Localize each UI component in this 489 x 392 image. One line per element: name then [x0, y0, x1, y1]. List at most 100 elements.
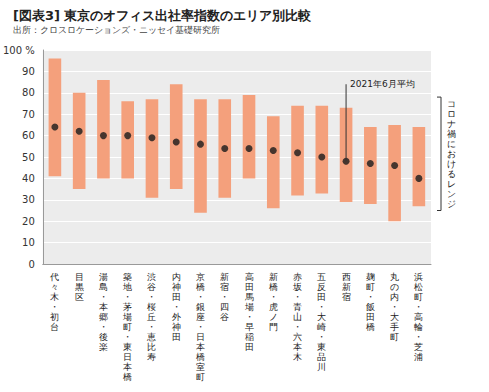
svg-text:恵: 恵	[146, 332, 156, 342]
svg-text:ロ: ロ	[447, 109, 456, 119]
svg-text:坂: 坂	[292, 282, 302, 292]
svg-text:谷: 谷	[220, 312, 229, 322]
svg-text:黒: 黒	[75, 282, 84, 292]
svg-text:手: 手	[390, 322, 399, 332]
svg-text:田: 田	[245, 342, 254, 352]
svg-text:・: ・	[196, 322, 205, 332]
svg-text:20: 20	[22, 216, 35, 227]
svg-text:神: 神	[172, 322, 181, 332]
svg-text:青: 青	[293, 302, 302, 312]
svg-text:30: 30	[22, 194, 35, 205]
svg-text:[図表3] 東京のオフィス出社率指数のエリア別比較: [図表3] 東京のオフィス出社率指数のエリア別比較	[13, 8, 312, 23]
svg-text:10: 10	[22, 237, 35, 248]
svg-text:東: 東	[317, 342, 326, 352]
svg-text:浜: 浜	[414, 272, 423, 282]
svg-text:神: 神	[172, 282, 181, 292]
svg-text:の: の	[390, 282, 399, 292]
svg-text:本: 本	[99, 302, 108, 312]
svg-text:西: 西	[342, 272, 351, 282]
svg-text:座: 座	[196, 312, 205, 322]
svg-text:60: 60	[22, 130, 35, 141]
svg-text:田: 田	[172, 292, 181, 302]
svg-text:本: 本	[123, 362, 132, 372]
svg-text:禍: 禍	[447, 129, 456, 139]
svg-text:日: 日	[196, 332, 205, 342]
svg-text:新: 新	[220, 272, 229, 282]
svg-text:場: 場	[122, 312, 132, 322]
svg-text:100 %: 100 %	[3, 45, 35, 56]
svg-text:町: 町	[366, 282, 375, 292]
svg-text:後: 後	[99, 332, 108, 342]
svg-text:渋: 渋	[147, 272, 156, 282]
svg-text:2021年6月平均: 2021年6月平均	[350, 79, 415, 89]
svg-text:反: 反	[317, 282, 326, 292]
svg-text:宿: 宿	[220, 282, 229, 292]
svg-text:虎: 虎	[269, 302, 278, 312]
svg-text:町: 町	[390, 332, 399, 342]
svg-text:・: ・	[147, 322, 156, 332]
svg-text:る: る	[447, 169, 456, 179]
svg-text:田: 田	[172, 332, 181, 342]
svg-text:丘: 丘	[147, 312, 156, 322]
svg-text:レ: レ	[447, 179, 456, 189]
svg-text:区: 区	[75, 292, 84, 302]
svg-text:ナ: ナ	[447, 119, 456, 129]
svg-text:・: ・	[269, 292, 278, 302]
svg-text:室: 室	[196, 362, 205, 372]
svg-text:築: 築	[123, 272, 132, 282]
svg-text:丸: 丸	[390, 272, 399, 282]
svg-text:新: 新	[342, 282, 351, 292]
svg-text:品: 品	[317, 352, 326, 362]
svg-text:郷: 郷	[99, 312, 108, 322]
svg-text:早: 早	[245, 322, 254, 332]
svg-text:・: ・	[317, 332, 326, 342]
svg-text:本: 本	[196, 342, 205, 352]
svg-text:木: 木	[293, 352, 302, 362]
svg-text:島: 島	[99, 282, 108, 292]
svg-text:コ: コ	[447, 99, 456, 109]
svg-text:出所：クロスロケーションズ・ニッセイ基礎研究所: 出所：クロスロケーションズ・ニッセイ基礎研究所	[13, 25, 220, 35]
svg-text:橋: 橋	[196, 352, 205, 362]
svg-text:馬: 馬	[244, 292, 254, 302]
svg-text:・: ・	[99, 292, 108, 302]
svg-text:・: ・	[317, 302, 326, 312]
svg-text:高: 高	[414, 312, 423, 322]
svg-text:ジ: ジ	[447, 199, 456, 209]
svg-text:40: 40	[22, 173, 35, 184]
svg-text:町: 町	[196, 372, 205, 382]
svg-text:・: ・	[414, 302, 423, 312]
svg-text:・: ・	[99, 322, 108, 332]
svg-text:・: ・	[172, 302, 181, 312]
svg-text:・: ・	[366, 292, 375, 302]
svg-text:内: 内	[390, 292, 399, 302]
svg-text:芝: 芝	[414, 342, 423, 352]
svg-text:京: 京	[196, 272, 205, 282]
svg-text:70: 70	[22, 109, 35, 120]
svg-text:町: 町	[123, 322, 132, 332]
svg-text:大: 大	[390, 312, 399, 322]
svg-text:本: 本	[293, 342, 302, 352]
svg-text:ン: ン	[447, 189, 456, 199]
svg-text:橋: 橋	[269, 282, 278, 292]
svg-text:90: 90	[22, 66, 35, 77]
svg-text:日: 日	[123, 352, 132, 362]
svg-text:麹: 麹	[366, 272, 375, 282]
svg-text:門: 門	[269, 322, 278, 332]
svg-text:台: 台	[50, 322, 59, 332]
svg-text:50: 50	[22, 152, 35, 163]
svg-text:・: ・	[390, 302, 399, 312]
svg-text:湯: 湯	[99, 272, 108, 282]
svg-text:代: 代	[49, 272, 59, 282]
svg-text:初: 初	[50, 312, 59, 322]
svg-text:宿: 宿	[342, 292, 351, 302]
svg-text:田: 田	[366, 312, 375, 322]
svg-text:外: 外	[172, 312, 181, 322]
svg-text:新: 新	[269, 272, 278, 282]
svg-text:お: お	[447, 149, 456, 159]
svg-text:・: ・	[123, 292, 132, 302]
svg-text:銀: 銀	[196, 302, 205, 312]
svg-text:浦: 浦	[414, 352, 423, 362]
svg-text:々: 々	[50, 282, 59, 292]
svg-text:高: 高	[245, 272, 254, 282]
svg-text:・: ・	[147, 292, 156, 302]
